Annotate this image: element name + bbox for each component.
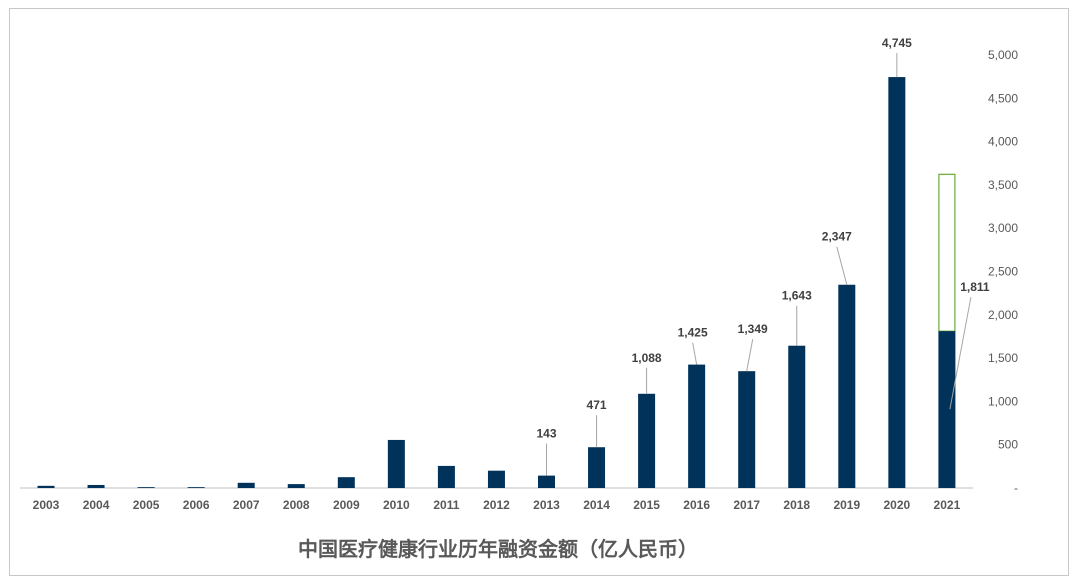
data-label-2015: 1,088 — [632, 351, 662, 365]
bar-2014 — [588, 447, 606, 488]
bar-2020 — [888, 77, 906, 488]
y-tick-label: 2,500 — [988, 265, 1018, 279]
bar-2012 — [487, 470, 505, 488]
bar-2011 — [437, 465, 455, 488]
bar-projection-2021 — [938, 173, 956, 332]
bar-2004 — [87, 484, 105, 488]
data-labels: 143 471 1,088 1,425 1,349 1,643 2,347 4,745 1,81… — [536, 36, 990, 476]
bar-2013 — [538, 475, 555, 488]
data-label-2016: 1,425 — [678, 326, 708, 340]
x-tick-label-2004: 2004 — [83, 498, 110, 512]
data-label-2021: 1,811 — [960, 280, 990, 294]
x-tick-label-2007: 2007 — [233, 498, 260, 512]
bar-2017 — [738, 371, 756, 488]
x-tick-label-2005: 2005 — [133, 498, 160, 512]
y-tick-label: 4,000 — [988, 135, 1018, 149]
x-tick-label-2019: 2019 — [833, 498, 860, 512]
x-tick-label-2018: 2018 — [783, 498, 810, 512]
x-tick-label-2006: 2006 — [183, 498, 210, 512]
y-tick-label: 1,000 — [988, 394, 1018, 408]
x-tick-label-2017: 2017 — [733, 498, 760, 512]
x-tick-label-2008: 2008 — [283, 498, 310, 512]
x-tick-label-2009: 2009 — [333, 498, 360, 512]
leader-line-2019 — [836, 246, 848, 285]
bar-2021 — [938, 331, 956, 488]
bar-2010 — [387, 439, 405, 488]
y-tick-label: 2,000 — [988, 308, 1018, 322]
data-label-2014: 471 — [587, 398, 607, 412]
leader-line-2021 — [949, 297, 972, 410]
y-tick-label: - — [1014, 481, 1018, 495]
leader-line-2017 — [746, 339, 754, 372]
x-tick-label-2012: 2012 — [483, 498, 510, 512]
bar-2016 — [688, 364, 706, 488]
bar-2019 — [838, 284, 856, 488]
leader-line-2016 — [692, 342, 698, 365]
bar-2015 — [638, 393, 656, 488]
bar-2007 — [237, 482, 255, 488]
x-tick-label-2021: 2021 — [934, 498, 961, 512]
x-tick-label-2013: 2013 — [533, 498, 560, 512]
x-tick-label-2010: 2010 — [383, 498, 410, 512]
data-label-2019: 2,347 — [822, 230, 852, 244]
x-tick-label-2011: 2011 — [433, 498, 459, 512]
y-tick-label: 3,500 — [988, 178, 1018, 192]
y-tick-label: 4,500 — [988, 91, 1018, 105]
y-tick-label: 1,500 — [988, 351, 1018, 365]
bar-2005 — [137, 487, 155, 488]
y-tick-label: 3,000 — [988, 221, 1018, 235]
x-axis-ticks: 2003 2004 2005 2006 2007 2008 2009 2010 2011 2012… — [33, 498, 961, 512]
y-tick-label: 500 — [998, 438, 1018, 452]
y-axis-ticks: - 500 1,000 1,500 2,000 2,500 3,000 3,500 4,000 4… — [988, 48, 1018, 495]
data-label-2017: 1,349 — [738, 322, 768, 336]
bar-2018 — [788, 345, 806, 488]
x-tick-label-2015: 2015 — [633, 498, 660, 512]
bar-2006 — [187, 487, 205, 488]
bar-2009 — [337, 477, 355, 488]
chart-title: 中国医疗健康行业历年融资金额（亿人民币） — [298, 537, 698, 561]
x-tick-label-2020: 2020 — [883, 498, 910, 512]
y-tick-label: 5,000 — [988, 48, 1018, 62]
data-label-2018: 1,643 — [782, 289, 812, 303]
data-label-2013: 143 — [536, 427, 556, 441]
x-tick-label-2014: 2014 — [583, 498, 610, 512]
data-label-2020: 4,745 — [882, 36, 912, 50]
x-tick-label-2003: 2003 — [33, 498, 60, 512]
bars — [37, 77, 956, 488]
x-tick-label-2016: 2016 — [683, 498, 710, 512]
bar-2003 — [37, 485, 55, 488]
bar-2008 — [287, 484, 305, 488]
